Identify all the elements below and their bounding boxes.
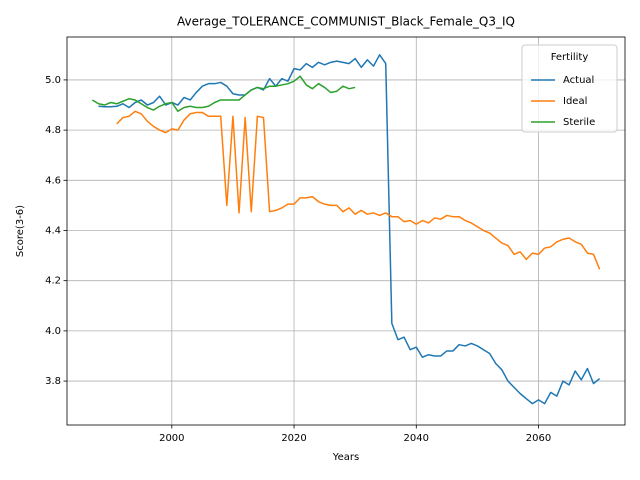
x-axis-label: Years — [332, 452, 359, 463]
y-tick-label: 4.0 — [45, 326, 61, 337]
x-tick-label: 2000 — [159, 433, 184, 444]
legend: Fertility Actual Ideal Sterile — [521, 44, 618, 133]
y-axis-label: Score(3-6) — [15, 205, 26, 257]
x-tick-label: 2020 — [281, 433, 306, 444]
legend-title: Fertility — [551, 52, 589, 63]
legend-label: Ideal — [563, 96, 587, 107]
series-line — [91, 75, 356, 113]
legend-label: Actual — [563, 75, 594, 86]
y-tick-label: 4.6 — [45, 175, 61, 186]
plot-frame — [66, 36, 626, 426]
chart-title: Average_TOLERANCE_COMMUNIST_Black_Female… — [177, 15, 515, 29]
y-tick-label: 4.4 — [45, 225, 61, 236]
series-line — [116, 110, 601, 270]
series-line — [98, 54, 601, 405]
legend-label: Sterile — [563, 117, 595, 128]
legend-box — [521, 44, 618, 133]
lines — [91, 54, 601, 405]
y-tick-label: 4.8 — [45, 125, 61, 136]
y-tick-label: 5.0 — [45, 75, 61, 86]
x-tick-label: 2060 — [526, 433, 551, 444]
y-tick-label: 3.8 — [45, 376, 61, 387]
y-tick-label: 4.2 — [45, 276, 61, 287]
x-tick-label: 2040 — [404, 433, 429, 444]
